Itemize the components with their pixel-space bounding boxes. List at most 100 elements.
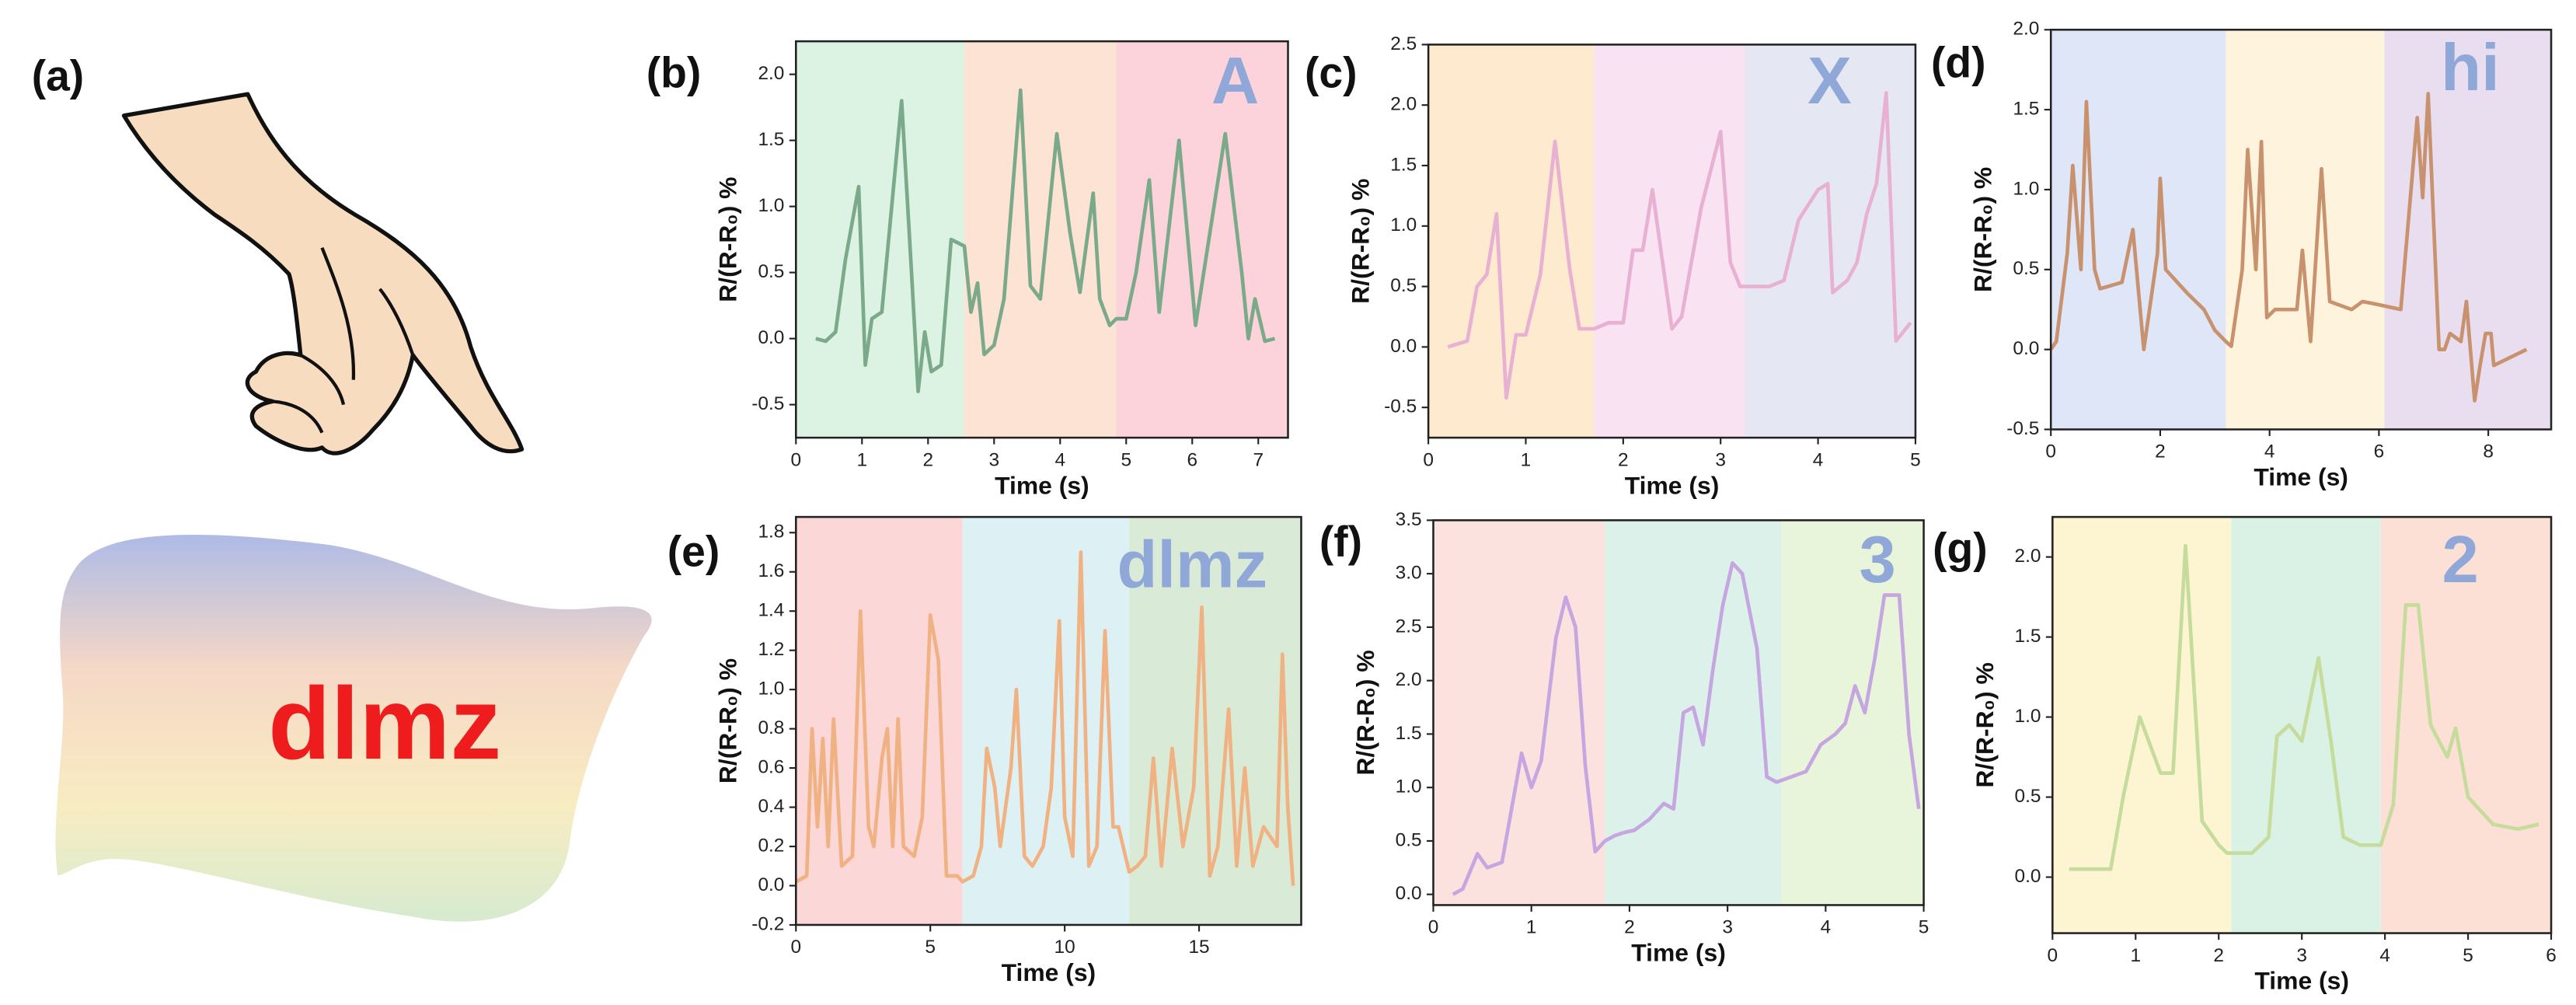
x-tick-label: 2 — [2213, 945, 2224, 966]
y-tick-label: 1.0 — [1390, 215, 1417, 236]
surface-text: dlmz — [268, 666, 501, 780]
data-line — [2069, 543, 2539, 871]
x-axis-label: Time (s) — [1625, 471, 1720, 499]
x-axis-label: Time (s) — [2254, 463, 2348, 491]
x-tick-label: 0 — [790, 937, 801, 958]
y-tick-label: 1.5 — [2013, 99, 2039, 120]
x-axis-label: Time (s) — [995, 471, 1089, 499]
data-line — [1452, 561, 1921, 896]
y-tick-label: 1.0 — [758, 679, 784, 700]
data-line — [815, 88, 1276, 393]
x-tick-label: 3 — [1722, 917, 1733, 938]
x-tick-label: 4 — [2264, 441, 2275, 462]
x-tick-label: 5 — [2463, 945, 2473, 966]
plot-frame — [795, 515, 1302, 926]
x-tick-label: 2 — [2155, 441, 2166, 462]
x-tick-label: 0 — [790, 449, 801, 470]
x-tick-label: 15 — [1188, 937, 1209, 958]
x-tick-label: 2 — [1624, 917, 1635, 938]
y-tick-label: 1.0 — [2013, 178, 2039, 199]
y-tick-label: 0.5 — [1396, 829, 1422, 850]
panel-label: (a) — [32, 52, 85, 100]
y-axis-label: R/(R-R₀) % — [714, 176, 742, 302]
y-tick-label: 1.8 — [758, 522, 784, 543]
x-tick-label: 0 — [1423, 449, 1434, 470]
chart-panel: 0 1 2 3 4 5 0.0 0.5 1.0 1.5 2.0 2.5 3.0 3.5 Time (s) R/… — [1319, 509, 1929, 967]
shaded-region — [1116, 41, 1288, 438]
x-tick-label: 1 — [2130, 945, 2141, 966]
hand-crease — [272, 246, 415, 434]
panel-annotation: A — [1211, 44, 1259, 118]
chart-panel: 0 2 4 6 8 -0.5 0.0 0.5 1.0 1.5 2.0 Time (s) R/(R-R₀)… — [1931, 19, 2553, 491]
x-tick-label: 4 — [1821, 917, 1832, 938]
x-tick-label: 2 — [1618, 449, 1629, 470]
panel-label: (f) — [1319, 518, 1362, 566]
shaded-region — [2051, 30, 2226, 430]
y-tick-label: 1.5 — [1390, 154, 1417, 175]
x-tick-label: 6 — [2374, 441, 2385, 462]
y-tick-label: 2.5 — [1396, 616, 1422, 637]
y-tick-label: 1.0 — [1396, 776, 1422, 797]
shaded-region — [2380, 517, 2552, 933]
x-tick-label: 1 — [856, 449, 867, 470]
x-tick-label: 1 — [1521, 449, 1532, 470]
y-tick-label: 1.5 — [1396, 723, 1422, 744]
y-axis-label: R/(R-R₀) % — [1351, 650, 1379, 775]
y-tick-label: 0.0 — [2013, 338, 2039, 359]
data-line — [2049, 92, 2528, 403]
y-tick-label: -0.5 — [1384, 396, 1417, 417]
y-tick-label: 0.0 — [1396, 883, 1422, 904]
y-tick-label: 0.2 — [758, 835, 784, 856]
x-tick-label: 1 — [1526, 917, 1537, 938]
x-tick-label: 4 — [2379, 945, 2390, 966]
panel-annotation: 2 — [2442, 523, 2479, 597]
chart-panel: 0 5 10 15 -0.2 0.0 0.2 0.4 0.6 0.8 1.0 1.2 1.4 1.6 1.8… — [668, 515, 1302, 986]
y-tick-label: 0.5 — [2013, 258, 2039, 279]
x-tick-label: 8 — [2483, 441, 2494, 462]
y-tick-label: 0.0 — [758, 327, 784, 348]
y-tick-label: 2.5 — [1390, 33, 1417, 54]
x-tick-label: 5 — [1919, 917, 1929, 938]
x-tick-label: 5 — [925, 937, 936, 958]
panel-annotation: X — [1807, 44, 1852, 118]
shaded-region — [1428, 44, 1595, 438]
y-tick-label: 1.4 — [758, 600, 784, 621]
y-tick-label: 3.0 — [1396, 563, 1422, 584]
plot-frame — [1432, 519, 1925, 906]
x-axis-label: Time (s) — [1631, 939, 1726, 967]
shaded-region — [962, 517, 1130, 925]
y-tick-label: -0.5 — [751, 393, 784, 414]
y-axis-label: R/(R-R₀) % — [714, 658, 742, 783]
panel-annotation: hi — [2441, 31, 2500, 105]
x-tick-label: 4 — [1813, 449, 1824, 470]
x-tick-label: 0 — [2048, 945, 2058, 966]
x-tick-label: 10 — [1054, 937, 1075, 958]
y-tick-label: 0.0 — [1390, 336, 1417, 357]
panel-label: (g) — [1933, 524, 1988, 572]
panel-label: (b) — [647, 48, 702, 96]
hand-illustration — [121, 92, 525, 455]
x-tick-label: 4 — [1054, 449, 1065, 470]
y-tick-label: 1.5 — [2015, 626, 2041, 647]
x-tick-label: 6 — [2546, 945, 2557, 966]
y-tick-label: 2.0 — [2015, 546, 2041, 567]
shaded-region — [1594, 44, 1745, 438]
data-line — [1447, 91, 1912, 400]
y-tick-label: 0.5 — [758, 261, 784, 282]
shaded-region — [964, 41, 1117, 438]
y-tick-label: 0.4 — [758, 796, 784, 817]
x-tick-label: 0 — [1428, 917, 1439, 938]
x-tick-label: 3 — [1715, 449, 1726, 470]
y-tick-label: 0.5 — [2015, 786, 2041, 807]
x-tick-label: 6 — [1187, 449, 1197, 470]
chart-panel: 0 1 2 3 4 5 6 7 -0.5 0.0 0.5 1.0 1.5 2.0 Time (s) R/(R-… — [647, 40, 1289, 499]
shaded-region — [796, 41, 965, 438]
y-tick-label: 0.0 — [758, 874, 784, 895]
x-axis-label: Time (s) — [1002, 958, 1096, 986]
panel-label: (d) — [1931, 39, 1986, 87]
y-tick-label: 1.0 — [758, 195, 784, 216]
y-tick-label: 2.0 — [1390, 94, 1417, 115]
shaded-region — [1781, 520, 1924, 906]
